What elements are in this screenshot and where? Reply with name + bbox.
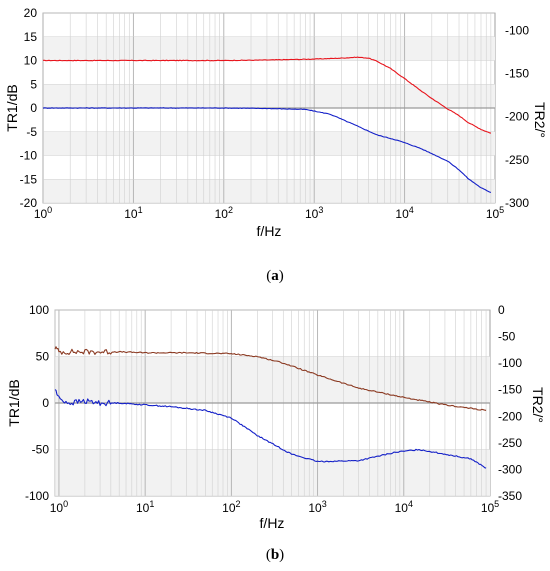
y-tick-label-right: -200 — [505, 110, 529, 124]
x-tick-label: 102 — [215, 205, 233, 221]
x-axis-label-a: f/Hz — [257, 223, 282, 239]
y-tick-label-left: -100 — [25, 489, 49, 503]
series-line-2 — [54, 389, 487, 469]
caption-a: (a) — [266, 268, 284, 284]
y-tick-label-right: -100 — [505, 23, 529, 37]
x-tick-label: 101 — [136, 499, 154, 515]
y-tick-label-left: -20 — [20, 196, 38, 210]
plot-band — [43, 179, 495, 203]
y-tick-label-left: 20 — [24, 6, 38, 20]
y-tick-labels-right-b: 0 -50 -100 -150 -200 -250 -300 -350 — [498, 303, 522, 503]
x-tick-label: 105 — [481, 499, 499, 515]
y-tick-label-right: -100 — [498, 356, 522, 370]
y-tick-label-right: -300 — [498, 462, 522, 476]
y-tick-label-left: 0 — [30, 101, 37, 115]
y-tick-label-right: -300 — [505, 196, 529, 210]
series-lines-b — [54, 346, 487, 469]
y-axis-label-left-a: TR1/dB — [4, 84, 20, 131]
x-tick-labels-b: 100 101 102 103 104 105 — [50, 499, 499, 515]
y-tick-label-left: 0 — [42, 396, 49, 410]
y-tick-label-left: -50 — [32, 443, 50, 457]
y-tick-labels-right-a: -100 -150 -200 -250 -300 — [505, 23, 529, 210]
y-tick-label-left: -15 — [20, 172, 38, 186]
caption-b: (b) — [266, 547, 284, 563]
plot-band — [43, 36, 495, 61]
y-tick-label-right: -250 — [498, 436, 522, 450]
y-tick-label-left: 10 — [24, 54, 38, 68]
x-tick-label: 105 — [486, 205, 504, 221]
y-axis-label-right-a: TR2/° — [532, 102, 548, 138]
plot-bands-a — [43, 36, 495, 203]
y-tick-label-right: -250 — [505, 153, 529, 167]
x-axis-label-b: f/Hz — [260, 515, 285, 531]
y-tick-label-right: -150 — [498, 383, 522, 397]
series-line-1 — [54, 346, 487, 411]
x-tick-label: 100 — [50, 499, 68, 515]
y-tick-label-right: -150 — [505, 66, 529, 80]
y-tick-label-left: 50 — [36, 350, 50, 364]
y-tick-label-left: 100 — [29, 303, 49, 317]
x-tick-label: 100 — [34, 205, 52, 221]
x-tick-label: 104 — [395, 499, 413, 515]
y-tick-label-left: 15 — [24, 30, 38, 44]
series-lines-a — [42, 56, 492, 194]
y-tick-labels-left-b: 100 50 0 -50 -100 — [25, 303, 49, 503]
series-line-2 — [42, 107, 492, 194]
series-line-1 — [43, 56, 492, 134]
y-tick-label-left: 5 — [30, 77, 37, 91]
y-tick-labels-left-a: 20 15 10 5 0 -5 -10 -15 -20 — [20, 6, 38, 210]
x-tick-label: 104 — [395, 205, 413, 221]
plot-band — [43, 84, 495, 108]
y-tick-label-right: 0 — [498, 303, 505, 317]
plot-band — [43, 131, 495, 156]
x-tick-label: 102 — [222, 499, 240, 515]
y-tick-label-left: -10 — [20, 149, 38, 163]
x-tick-labels-a: 100 101 102 103 104 105 — [34, 205, 504, 221]
y-axis-label-right-b: TR2/° — [530, 387, 546, 423]
x-tick-label: 101 — [124, 205, 142, 221]
y-axis-label-left-b: TR1/dB — [6, 379, 22, 426]
chart-panel-b: 100 50 0 -50 -100 0 -50 -100 -150 -200 -250 -300 -3… — [6, 303, 546, 563]
y-tick-label-left: -5 — [26, 125, 37, 139]
x-tick-label: 103 — [305, 205, 323, 221]
x-tick-label: 103 — [308, 499, 326, 515]
y-tick-label-right: -350 — [498, 489, 522, 503]
y-tick-label-right: -200 — [498, 409, 522, 423]
y-tick-label-right: -50 — [498, 330, 516, 344]
